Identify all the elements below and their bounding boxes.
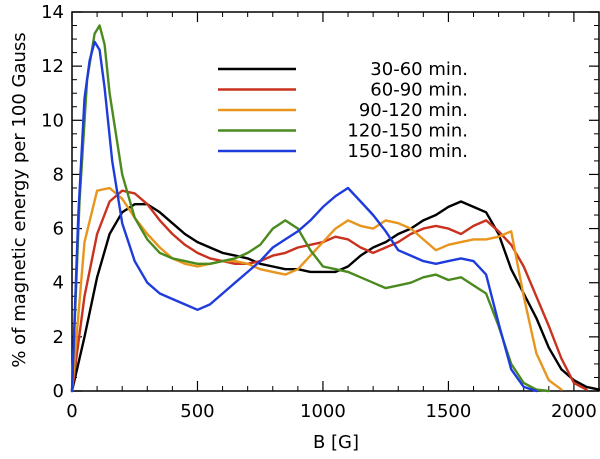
y-tick-label: 14	[41, 2, 64, 23]
y-axis-title: % of magnetic energy per 100 Gauss	[9, 32, 30, 367]
x-tick-label: 2000	[551, 401, 597, 422]
series-line-3	[70, 186, 563, 393]
series-line-1	[70, 200, 600, 393]
y-tick-label: 8	[53, 164, 64, 185]
x-tick-label: 1000	[300, 401, 346, 422]
axes: 0 500 1000 1500 2000 0 2 4 6 8 10 12 14	[41, 2, 600, 422]
x-tick-label: 1500	[426, 401, 472, 422]
y-tick-label: 6	[53, 219, 64, 240]
series-lines	[70, 24, 600, 393]
y-tick-label: 2	[53, 327, 64, 348]
x-axis-title: B [G]	[313, 432, 359, 453]
x-tick-label: 500	[180, 401, 214, 422]
series-line-5	[70, 40, 538, 393]
y-tick-label: 12	[41, 56, 64, 77]
legend-label-2: 60-90 min.	[370, 80, 468, 101]
legend-label-3: 90-120 min.	[359, 100, 468, 121]
legend: 30-60 min.60-90 min.90-120 min.120-150 m…	[218, 59, 468, 162]
legend-label-5: 150-180 min.	[347, 141, 468, 162]
y-tick-label: 4	[53, 273, 64, 294]
legend-label-1: 30-60 min.	[370, 59, 468, 80]
plot-frame	[71, 11, 600, 392]
y-tick-label: 0	[53, 381, 64, 402]
legend-label-4: 120-150 min.	[347, 121, 468, 142]
series-line-2	[70, 189, 588, 393]
y-tick-label: 10	[41, 110, 64, 131]
series-line-4	[70, 24, 550, 393]
x-tick-label: 0	[66, 401, 77, 422]
